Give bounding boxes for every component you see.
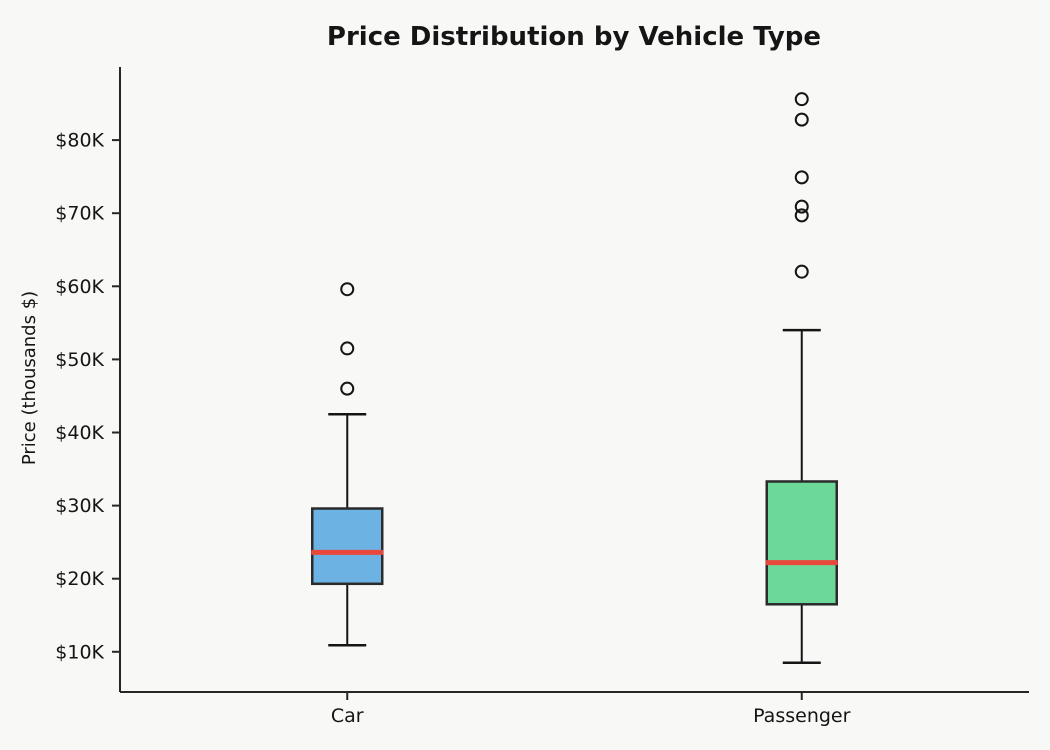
y-tick-label: $20K	[55, 568, 104, 590]
outlier-point	[794, 264, 809, 279]
box-car	[311, 507, 384, 586]
y-tick-label: $60K	[55, 276, 104, 298]
box-passenger	[765, 480, 838, 606]
outlier-point	[794, 170, 809, 185]
chart-title: Price Distribution by Vehicle Type	[327, 22, 821, 52]
outlier-point	[794, 112, 809, 127]
outlier-point	[794, 92, 809, 107]
outlier-point	[340, 341, 355, 356]
outlier-point	[340, 381, 355, 396]
y-tick-label: $30K	[55, 495, 104, 517]
y-tick-label: $70K	[55, 203, 104, 225]
y-tick-label: $50K	[55, 349, 104, 371]
y-tick-label: $80K	[55, 130, 104, 152]
x-tick-label: Passenger	[753, 705, 851, 727]
outlier-point	[340, 282, 355, 297]
outlier-point	[794, 199, 809, 214]
y-tick-label: $10K	[55, 641, 104, 663]
y-tick-label: $40K	[55, 422, 104, 444]
x-tick-label: Car	[331, 705, 364, 727]
outlier-point	[794, 208, 809, 223]
y-axis-label: Price (thousands $)	[19, 291, 40, 465]
plot-area: $10K $20K $30K $40K $50K $60K $70K $80K Car Passe…	[55, 67, 1029, 727]
